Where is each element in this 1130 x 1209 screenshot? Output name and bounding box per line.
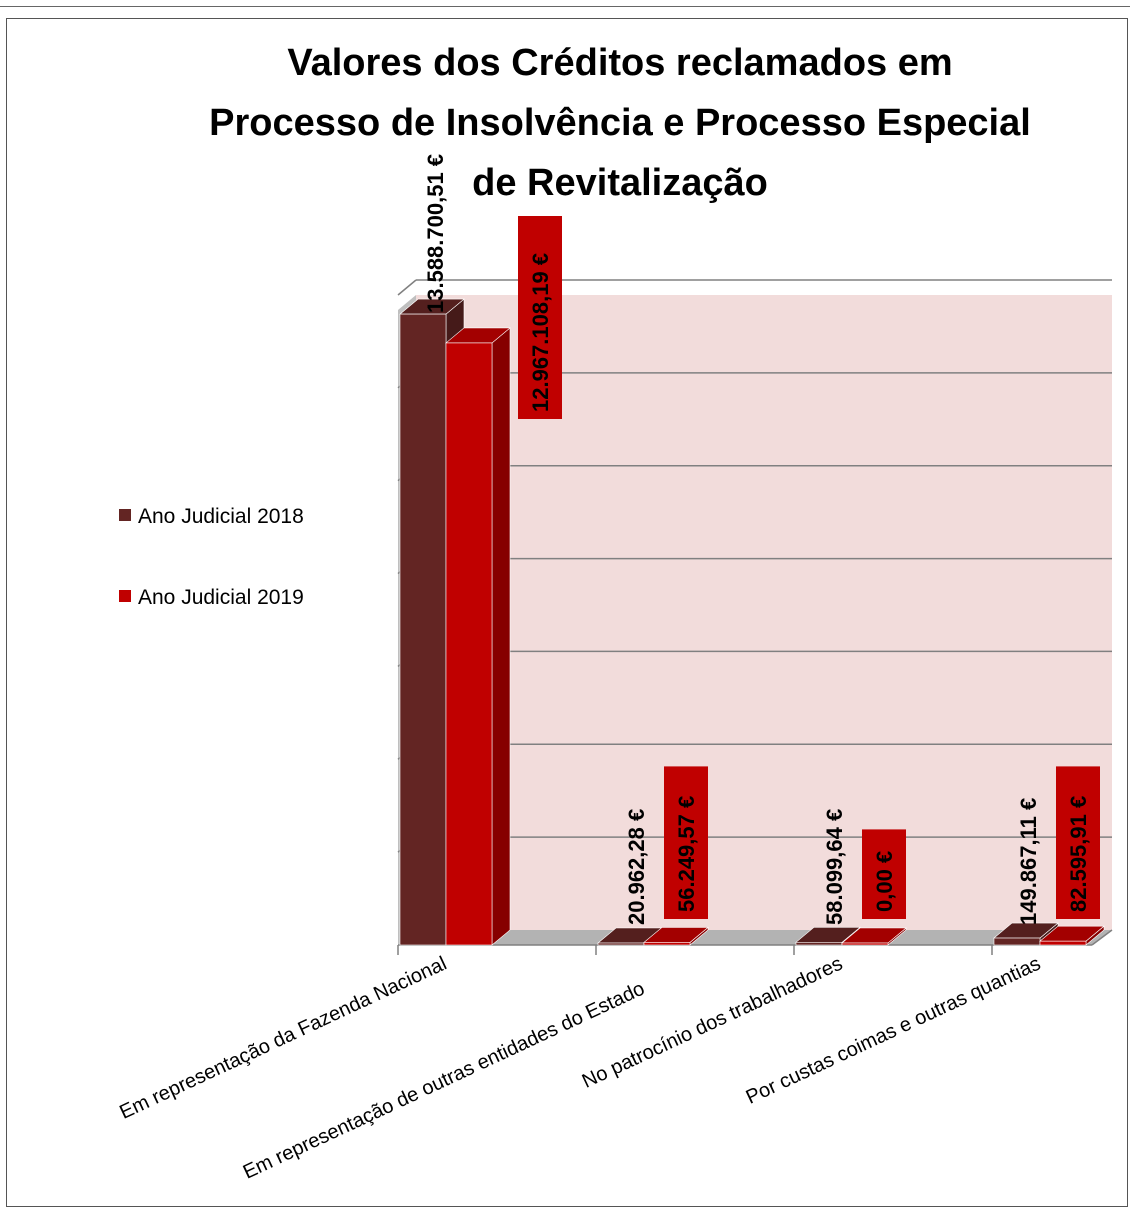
data-label-2018-2: 20.962,28 € [624,809,649,925]
gridline-side [397,279,417,296]
data-labels: 13.588.700,51 € 12.967.108,19 € 20.962,28 … [423,154,1100,925]
svg-text:0,00 €: 0,00 € [872,851,897,912]
chart-title: Valores dos Créditos reclamados em Proces… [209,42,1031,204]
plot-back-wall [416,295,1112,930]
legend-item-2018: Ano Judicial 2018 [119,505,304,528]
data-label-2019-1: 12.967.108,19 € [518,216,562,419]
category-axis [397,929,1113,955]
x-axis-depth [1091,929,1113,946]
chart-title-line-3: de Revitalização [472,162,768,204]
bar-2019-2 [643,926,709,946]
bar-2019-3 [841,927,907,946]
data-label-2018-1: 13.588.700,51 € [423,154,448,313]
legend-label: Ano Judicial 2018 [138,505,304,528]
legend-label: Ano Judicial 2019 [138,586,304,609]
plot-floor [398,930,1112,945]
legend-swatch [119,509,131,521]
svg-text:149.867,11 €: 149.867,11 € [1016,798,1041,925]
legend-swatch [119,590,131,602]
chart-title-line-2: Processo de Insolvência e Processo Espec… [209,102,1031,144]
chart-title-line-1: Valores dos Créditos reclamados em [287,42,952,84]
svg-text:82.595,91 €: 82.595,91 € [1066,796,1091,912]
svg-text:58.099,64 €: 58.099,64 € [822,809,847,925]
bars [399,298,1105,946]
data-label-2019-3: 0,00 € [862,829,906,919]
svg-text:20.962,28 €: 20.962,28 € [624,809,649,925]
data-label-2019-2: 56.249,57 € [664,766,708,919]
legend: Ano Judicial 2018 Ano Judicial 2019 [119,505,304,609]
svg-text:56.249,57 €: 56.249,57 € [674,796,699,912]
data-label-2019-4: 82.595,91 € [1056,766,1100,919]
data-label-2018-3: 58.099,64 € [822,809,847,925]
legend-item-2019: Ano Judicial 2019 [119,586,304,609]
bar-2019-4 [1039,925,1105,946]
data-label-2018-4: 149.867,11 € [1016,798,1041,925]
svg-text:12.967.108,19 €: 12.967.108,19 € [528,253,553,412]
svg-text:13.588.700,51 €: 13.588.700,51 € [423,154,448,313]
bar-2019-1 [445,327,511,946]
top-rule [0,6,1130,7]
